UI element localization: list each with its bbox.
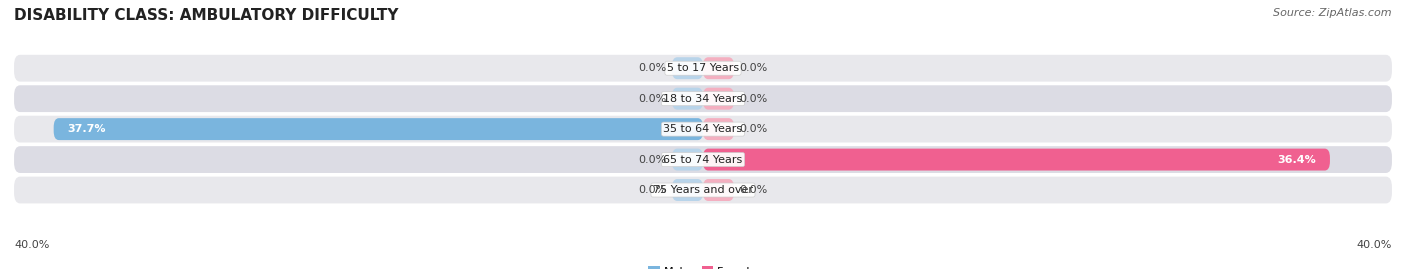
Text: DISABILITY CLASS: AMBULATORY DIFFICULTY: DISABILITY CLASS: AMBULATORY DIFFICULTY: [14, 8, 398, 23]
FancyBboxPatch shape: [672, 179, 703, 201]
FancyBboxPatch shape: [14, 177, 1392, 203]
Text: 75 Years and over: 75 Years and over: [652, 185, 754, 195]
Text: 40.0%: 40.0%: [14, 240, 49, 250]
FancyBboxPatch shape: [703, 88, 734, 110]
FancyBboxPatch shape: [14, 85, 1392, 112]
FancyBboxPatch shape: [14, 116, 1392, 143]
Text: 0.0%: 0.0%: [740, 94, 768, 104]
Text: 18 to 34 Years: 18 to 34 Years: [664, 94, 742, 104]
FancyBboxPatch shape: [672, 88, 703, 110]
Text: 0.0%: 0.0%: [638, 155, 666, 165]
FancyBboxPatch shape: [14, 55, 1392, 82]
Text: Source: ZipAtlas.com: Source: ZipAtlas.com: [1274, 8, 1392, 18]
Text: 0.0%: 0.0%: [638, 63, 666, 73]
FancyBboxPatch shape: [14, 146, 1392, 173]
Text: 0.0%: 0.0%: [638, 185, 666, 195]
Text: 0.0%: 0.0%: [740, 185, 768, 195]
FancyBboxPatch shape: [703, 118, 734, 140]
Text: 5 to 17 Years: 5 to 17 Years: [666, 63, 740, 73]
Text: 40.0%: 40.0%: [1357, 240, 1392, 250]
FancyBboxPatch shape: [703, 179, 734, 201]
Text: 65 to 74 Years: 65 to 74 Years: [664, 155, 742, 165]
Legend: Male, Female: Male, Female: [648, 267, 758, 269]
Text: 0.0%: 0.0%: [740, 63, 768, 73]
Text: 0.0%: 0.0%: [638, 94, 666, 104]
Text: 37.7%: 37.7%: [67, 124, 105, 134]
FancyBboxPatch shape: [672, 148, 703, 171]
Text: 0.0%: 0.0%: [740, 124, 768, 134]
Text: 36.4%: 36.4%: [1278, 155, 1316, 165]
FancyBboxPatch shape: [53, 118, 703, 140]
Text: 35 to 64 Years: 35 to 64 Years: [664, 124, 742, 134]
FancyBboxPatch shape: [703, 57, 734, 79]
FancyBboxPatch shape: [672, 57, 703, 79]
FancyBboxPatch shape: [703, 148, 1330, 171]
